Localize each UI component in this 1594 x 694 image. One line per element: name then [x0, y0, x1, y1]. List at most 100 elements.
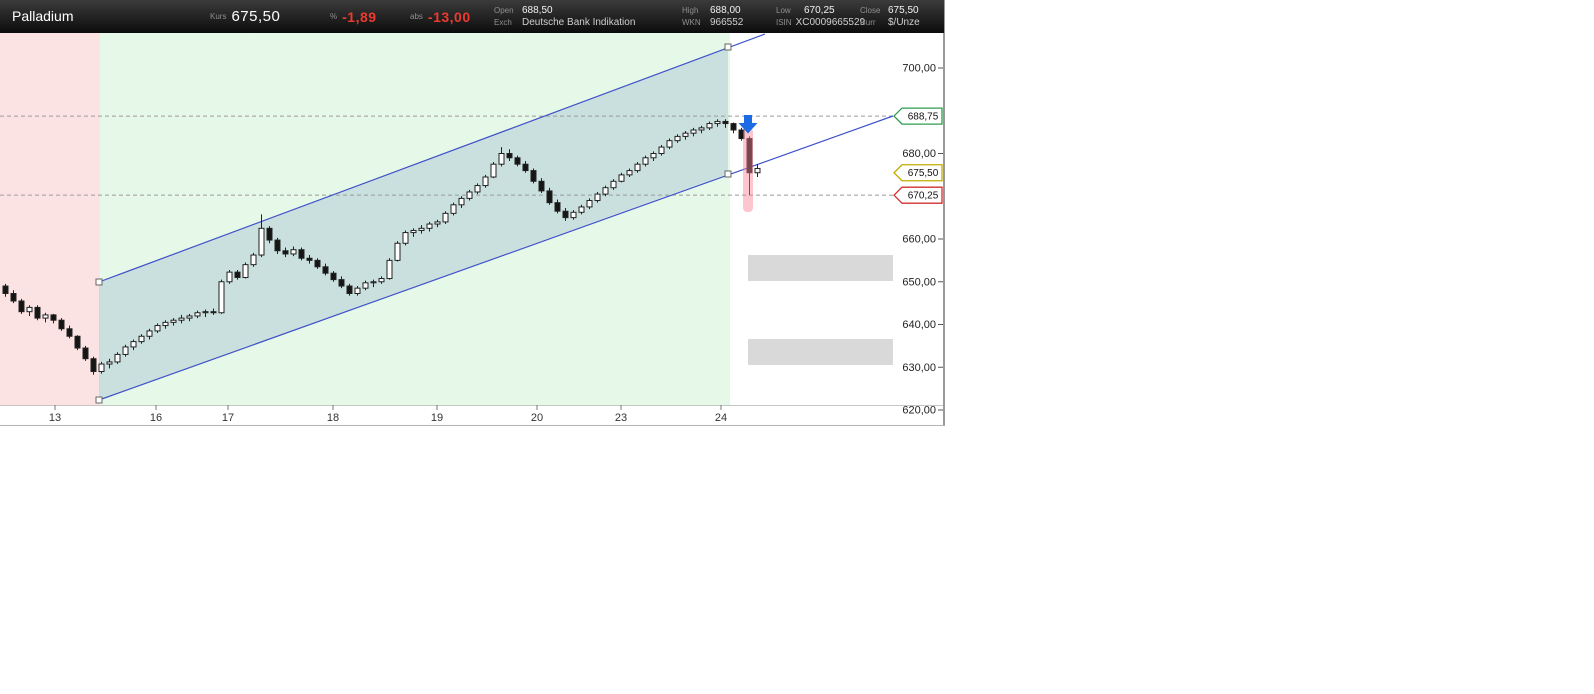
candle-body — [650, 153, 657, 159]
channel-handle[interactable] — [724, 170, 732, 178]
candle-body — [562, 210, 569, 219]
candle-body — [666, 140, 673, 148]
candle-body — [690, 129, 697, 134]
candle-body — [426, 223, 433, 229]
candle-body — [410, 229, 417, 234]
candle-body — [602, 187, 609, 195]
candle-body — [674, 135, 681, 142]
placeholder-box — [748, 339, 893, 365]
kurs-value: 675,50 — [231, 8, 281, 25]
trend-channel-line[interactable] — [98, 115, 894, 401]
candle-body — [266, 227, 273, 241]
y-tick-label: 640,00 — [902, 319, 936, 331]
candle-body — [466, 191, 473, 199]
trend-channel-line[interactable] — [98, 33, 766, 283]
price-chart[interactable]: 700,00 680,00 660,00 650,00 640,00 630,00 620,… — [0, 33, 944, 425]
kurs-group: Kurs 675,50 — [210, 0, 280, 33]
candle-body — [554, 202, 561, 212]
candle-body — [98, 363, 105, 373]
zone-trend-period-green — [100, 33, 730, 405]
placeholder-box — [748, 255, 893, 281]
candles-layer — [2, 119, 761, 375]
candle-body — [570, 211, 577, 219]
x-tick-label: 20 — [531, 412, 543, 424]
candle-body — [162, 321, 169, 327]
candle-body — [490, 163, 497, 178]
stat-col-low-isin: Low 670,25 ISIN XC0009665529 — [776, 5, 865, 28]
candle-body — [354, 287, 361, 295]
x-tick-label: 17 — [222, 412, 234, 424]
candle-body — [394, 242, 401, 261]
candle-body — [170, 319, 177, 323]
abs-label: abs — [410, 12, 423, 21]
isin-value: XC0009665529 — [795, 17, 866, 28]
quote-stats: Open 688,50 Exch Deutsche Bank Indikation … — [494, 0, 944, 33]
curr-value: $/Unze — [888, 17, 920, 28]
exch-value: Deutsche Bank Indikation — [522, 17, 636, 28]
candle-body — [370, 281, 377, 284]
absolute-change-value: -13,00 — [427, 8, 471, 25]
price-tag — [893, 186, 943, 204]
candle-body — [698, 127, 705, 131]
x-tick-label: 19 — [431, 412, 443, 424]
candle-body — [450, 204, 457, 214]
candle-body — [538, 180, 545, 192]
candle-body — [754, 167, 761, 174]
candle-body — [138, 335, 145, 343]
isin-label: ISIN — [776, 18, 792, 27]
trend-channel-fill — [99, 47, 728, 400]
zone-pre-trend-pink — [0, 33, 100, 405]
candle-body — [338, 279, 345, 287]
percent-change-group: % -1,89 — [330, 0, 377, 33]
candle-body — [642, 157, 649, 165]
exch-label: Exch — [494, 18, 512, 27]
candle-body — [386, 259, 393, 280]
candle-body — [618, 174, 625, 182]
candle-body — [634, 163, 641, 172]
sell-signal-arrow[interactable] — [738, 115, 758, 134]
candle-body — [362, 282, 369, 289]
breakdown-highlight-band — [743, 128, 753, 212]
candle-body — [722, 120, 729, 125]
candle-body — [578, 206, 585, 213]
candle-body — [506, 153, 513, 159]
candle-body — [322, 266, 329, 274]
stat-col-close-curr: Close 675,50 Curr $/Unze — [860, 5, 944, 28]
y-tick-label: 630,00 — [902, 362, 936, 374]
candle-body — [218, 281, 225, 314]
candle-body — [514, 157, 521, 165]
candle-body — [402, 232, 409, 244]
candle-body — [298, 249, 305, 259]
candle-body — [178, 317, 185, 321]
channel-handle[interactable] — [95, 396, 103, 404]
x-tick-label: 24 — [715, 412, 727, 424]
candle-body — [546, 190, 553, 204]
curr-label: Curr — [860, 18, 876, 27]
channel-handle[interactable] — [724, 43, 732, 51]
channel-handle[interactable] — [95, 278, 103, 286]
candle-body — [418, 227, 425, 231]
candle-body — [306, 257, 313, 261]
candle-body — [74, 335, 81, 349]
candle-body — [82, 347, 89, 360]
kurs-label: Kurs — [210, 12, 227, 21]
wkn-value: 966552 — [710, 17, 744, 28]
high-value: 688,00 — [710, 5, 741, 16]
candle-body — [2, 285, 9, 295]
x-tick-label: 18 — [327, 412, 339, 424]
stat-col-open-exch: Open 688,50 Exch Deutsche Bank Indikation — [494, 5, 682, 28]
candle-body — [34, 306, 41, 319]
chart-widget: Palladium Kurs 675,50 % -1,89 abs -13,00… — [0, 0, 945, 426]
candle-body — [50, 314, 57, 321]
candle-body — [210, 311, 217, 314]
y-tick-label: 650,00 — [902, 276, 936, 288]
candle-body — [122, 346, 129, 355]
price-tag-label: 675,50 — [908, 168, 939, 179]
price-tag-label: 670,25 — [908, 191, 939, 202]
candle-body — [130, 341, 137, 348]
high-label: High — [682, 6, 699, 15]
x-tick-label: 13 — [49, 412, 61, 424]
candle-body — [10, 293, 17, 302]
y-tick-label: 660,00 — [902, 234, 936, 246]
